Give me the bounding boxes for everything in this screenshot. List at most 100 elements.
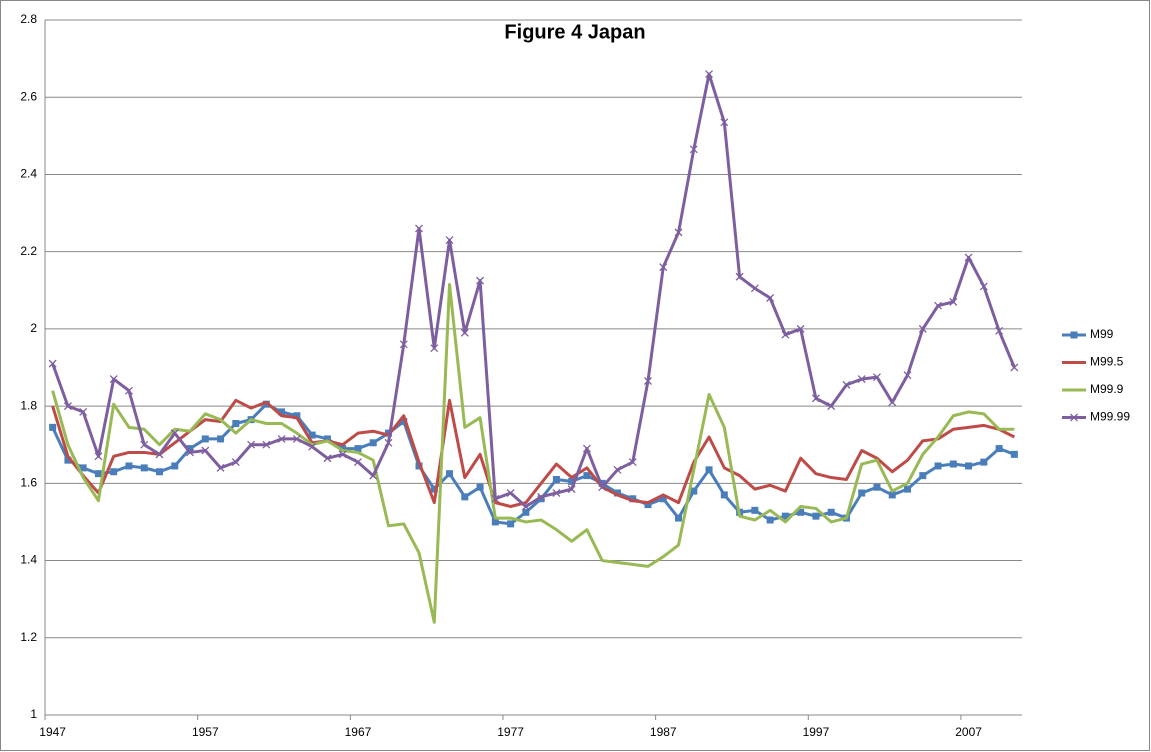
data-point — [720, 118, 729, 127]
data-point — [323, 454, 332, 463]
data-point — [735, 272, 744, 281]
data-point — [292, 434, 301, 443]
data-point — [567, 485, 576, 494]
data-point — [797, 508, 805, 516]
data-point — [873, 483, 881, 491]
data-point — [903, 371, 912, 380]
data-point — [109, 375, 118, 384]
data-point — [582, 444, 591, 453]
data-point — [690, 487, 698, 495]
data-point — [48, 359, 57, 368]
data-point — [675, 514, 683, 522]
data-point — [293, 412, 301, 420]
data-point — [339, 445, 347, 453]
data-point — [827, 508, 835, 516]
y-tick-label: 1.8 — [20, 398, 37, 412]
series-line — [51, 72, 1016, 508]
data-point — [995, 326, 1004, 335]
data-point — [491, 494, 500, 503]
data-point — [628, 458, 637, 467]
data-point — [751, 506, 759, 514]
data-point — [79, 407, 88, 416]
x-tick-label: 1957 — [192, 725, 219, 739]
data-point — [965, 462, 973, 470]
data-point — [979, 282, 988, 291]
data-point — [613, 465, 622, 474]
data-point — [217, 435, 225, 443]
data-point — [232, 419, 240, 427]
data-point — [231, 458, 240, 467]
data-point — [904, 485, 912, 493]
data-point — [689, 145, 698, 154]
data-point — [476, 276, 485, 285]
data-point — [94, 452, 103, 461]
data-point — [552, 489, 561, 497]
data-point — [705, 466, 713, 474]
data-point — [49, 423, 57, 431]
data-point — [247, 440, 256, 449]
data-point — [750, 284, 759, 293]
data-point — [842, 380, 851, 389]
data-point — [262, 440, 271, 449]
x-tick-label: 1987 — [650, 725, 677, 739]
data-point — [827, 402, 836, 411]
data-point — [125, 462, 133, 470]
data-point — [918, 324, 927, 333]
data-point — [201, 446, 210, 455]
series-line — [51, 282, 1015, 624]
data-point — [461, 493, 469, 501]
x-tick-label: 1977 — [497, 725, 524, 739]
legend-label: M99.9 — [1090, 382, 1124, 396]
data-point — [79, 464, 87, 472]
data-point — [949, 460, 957, 468]
data-point — [888, 491, 896, 499]
data-point — [415, 224, 423, 233]
data-point — [521, 502, 530, 511]
data-point — [766, 294, 775, 302]
data-point — [338, 450, 347, 459]
y-tick-label: 2.4 — [20, 167, 37, 181]
data-point — [568, 477, 576, 485]
data-point — [308, 431, 316, 439]
data-point — [186, 445, 194, 453]
x-tick-label: 1967 — [345, 725, 372, 739]
data-point — [934, 301, 942, 310]
data-point — [858, 489, 866, 497]
data-point — [277, 434, 286, 443]
data-point — [155, 450, 164, 459]
chart-title: Figure 4 Japan — [504, 21, 645, 43]
data-point — [491, 518, 499, 526]
data-point — [369, 471, 378, 480]
data-point — [460, 328, 469, 337]
series-line — [51, 402, 1015, 526]
data-point — [949, 297, 958, 306]
data-point — [63, 402, 72, 411]
data-point — [583, 472, 591, 480]
data-point — [720, 491, 728, 499]
y-tick-label: 1.4 — [20, 553, 37, 567]
data-point — [216, 463, 225, 472]
data-point — [857, 375, 866, 384]
legend-label: M99 — [1090, 327, 1114, 341]
data-point — [980, 458, 988, 466]
data-point — [766, 516, 774, 524]
data-point — [140, 464, 148, 472]
data-point — [278, 408, 286, 416]
data-point — [552, 475, 560, 483]
data-point — [674, 228, 683, 237]
y-tick-label: 1.6 — [20, 476, 37, 490]
data-point — [476, 483, 484, 491]
data-point — [186, 448, 194, 457]
data-point — [308, 442, 317, 451]
data-point — [964, 253, 973, 262]
data-point — [446, 470, 454, 478]
legend-label: M99.99 — [1090, 410, 1130, 424]
data-point — [644, 377, 652, 385]
data-point — [537, 495, 545, 503]
data-point — [64, 456, 72, 464]
data-point — [140, 440, 149, 449]
data-point — [171, 462, 179, 470]
data-point — [995, 445, 1003, 453]
